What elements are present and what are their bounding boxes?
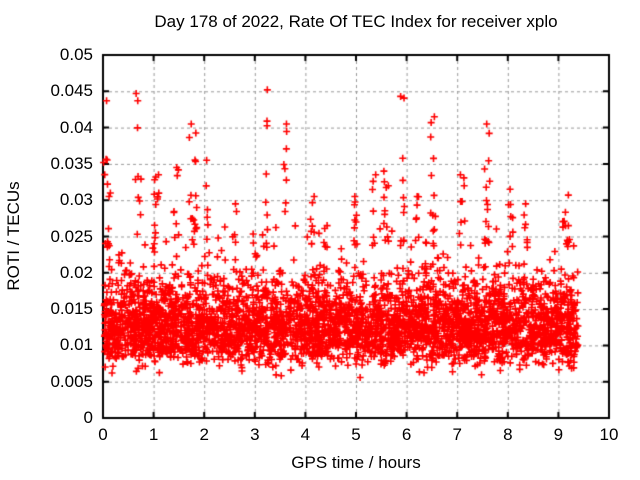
y-tick-label: 0.045 bbox=[50, 81, 93, 101]
x-tick-label: 9 bbox=[553, 425, 564, 444]
y-tick-label: 0.01 bbox=[59, 335, 93, 355]
x-tick-label: 3 bbox=[250, 425, 260, 444]
y-tick-label: 0.04 bbox=[59, 117, 93, 137]
x-tick-label: 10 bbox=[599, 425, 619, 444]
x-tick-label: 6 bbox=[401, 425, 412, 444]
chart-title: Day 178 of 2022, Rate Of TEC Index for r… bbox=[154, 12, 558, 31]
y-tick-label: 0.02 bbox=[59, 262, 93, 282]
x-tick-label: 1 bbox=[148, 425, 159, 444]
x-tick-label: 7 bbox=[452, 425, 462, 444]
x-axis-label: GPS time / hours bbox=[291, 453, 421, 472]
x-tick-label: 8 bbox=[503, 425, 513, 444]
y-tick-label: 0.015 bbox=[50, 299, 93, 319]
x-tick-label: 2 bbox=[199, 425, 209, 444]
x-tick-label: 0 bbox=[98, 425, 108, 444]
y-tick-label: 0 bbox=[83, 408, 93, 427]
y-tick-label: 0.025 bbox=[50, 226, 93, 246]
x-tick-label: 5 bbox=[351, 425, 361, 444]
y-tick-label: 0.03 bbox=[59, 190, 93, 210]
y-tick-label: 0.035 bbox=[50, 153, 93, 173]
y-tick-label: 0.05 bbox=[59, 45, 93, 64]
x-tick-label: 4 bbox=[300, 425, 311, 444]
y-tick-label: 0.005 bbox=[50, 371, 93, 391]
